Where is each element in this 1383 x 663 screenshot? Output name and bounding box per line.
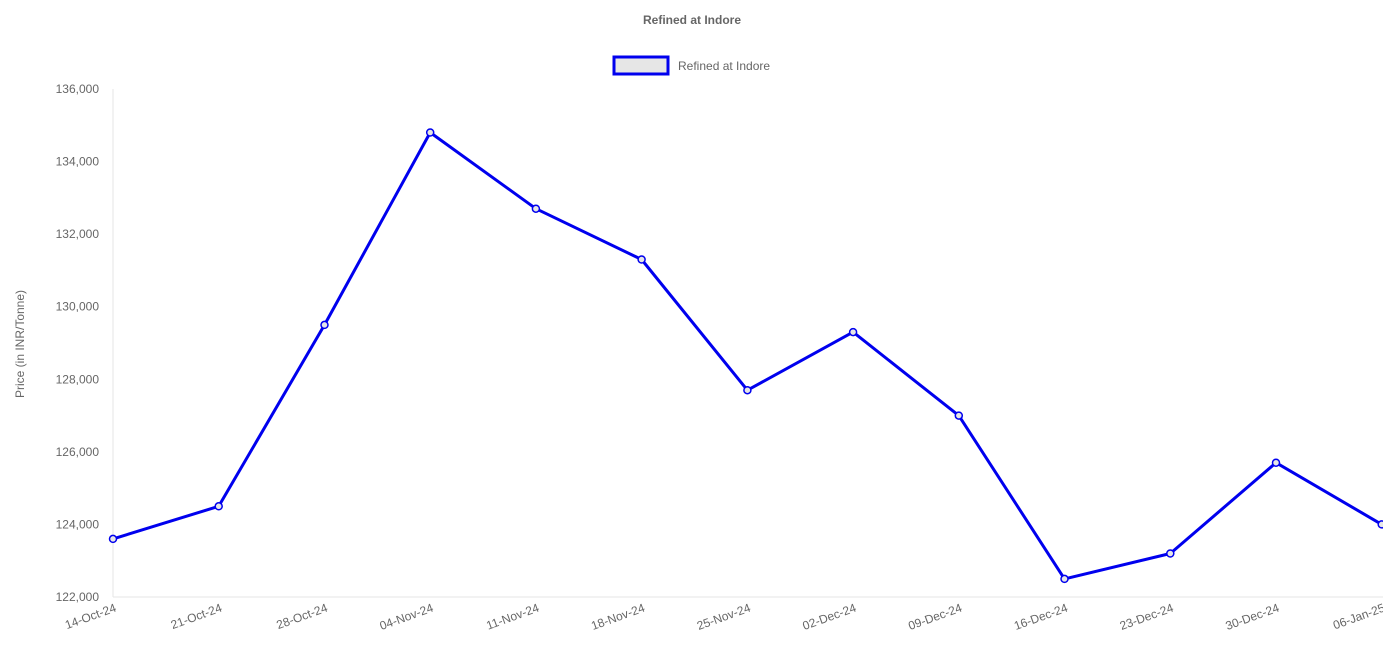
chart-title: Refined at Indore: [643, 13, 741, 27]
y-tick-label: 132,000: [56, 227, 100, 241]
legend[interactable]: Refined at Indore: [612, 55, 770, 76]
y-tick-label: 134,000: [56, 155, 100, 169]
data-point[interactable]: [214, 502, 223, 511]
series-line: [112, 131, 1383, 581]
x-tick-label: 14-Oct-24: [63, 601, 118, 633]
data-point[interactable]: [743, 385, 752, 395]
x-tick-label: 09-Dec-24: [906, 601, 964, 633]
x-tick-label: 21-Oct-24: [169, 601, 224, 633]
legend-swatch[interactable]: [612, 55, 670, 76]
x-tick-label: 30-Dec-24: [1224, 601, 1282, 633]
data-point[interactable]: [1060, 574, 1069, 584]
y-tick-label: 136,000: [56, 82, 100, 96]
y-axis: 122,000 124,000 126,000 128,000 130,000 132,0…: [56, 82, 114, 604]
y-tick-label: 122,000: [56, 590, 100, 604]
x-tick-label: 23-Dec-24: [1118, 601, 1176, 633]
data-point[interactable]: [1271, 458, 1281, 467]
x-tick-label: 02-Dec-24: [801, 601, 859, 633]
y-tick-label: 124,000: [56, 517, 100, 531]
y-tick-label: 130,000: [56, 300, 100, 314]
x-tick-label: 11-Nov-24: [484, 601, 541, 633]
data-point[interactable]: [320, 320, 329, 330]
data-point[interactable]: [1166, 549, 1175, 558]
x-tick-label: 28-Oct-24: [275, 601, 330, 633]
data-point[interactable]: [108, 534, 118, 544]
series-layer: [108, 128, 1383, 584]
x-tick-label: 18-Nov-24: [589, 601, 647, 633]
data-point[interactable]: [848, 327, 858, 337]
data-point[interactable]: [1377, 520, 1383, 529]
data-point[interactable]: [954, 411, 964, 420]
data-point[interactable]: [425, 128, 435, 137]
x-axis: 14-Oct-24 21-Oct-24 28-Oct-24 04-Nov-24 11-N…: [63, 596, 1383, 633]
x-tick-label: 16-Dec-24: [1012, 601, 1070, 633]
y-tick-label: 128,000: [56, 372, 100, 386]
legend-label[interactable]: Refined at Indore: [678, 59, 770, 73]
data-point[interactable]: [531, 204, 541, 213]
y-tick-label: 126,000: [56, 445, 100, 459]
y-axis-title: Price (in INR/Tonne): [13, 290, 27, 398]
data-point[interactable]: [637, 255, 646, 264]
x-tick-label: 04-Nov-24: [378, 601, 436, 633]
x-tick-label: 06-Jan-25: [1331, 601, 1383, 633]
x-tick-label: 25-Nov-24: [695, 601, 753, 633]
